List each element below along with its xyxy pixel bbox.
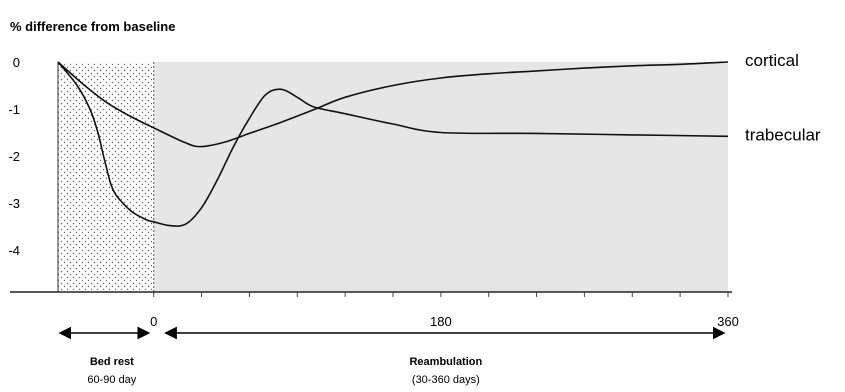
- x-tick-label: 360: [717, 314, 739, 329]
- series-labels: cortical trabecular: [745, 51, 821, 144]
- y-tick-label: 0: [13, 55, 20, 70]
- phase-area-reambulation: [153, 62, 728, 292]
- phase-areas: [58, 62, 728, 292]
- series-lines: [57, 61, 729, 227]
- phase-title-reambulation: Reambulation: [409, 356, 482, 368]
- x-tick-label: 180: [430, 314, 452, 329]
- y-axis-title: % difference from baseline: [10, 19, 175, 34]
- phase-range-bed-rest: 60-90 day: [87, 374, 136, 386]
- y-axis: 0 -1 -2 -3 -4: [8, 55, 59, 292]
- phase-arrows: Bed rest 60-90 day Reambulation (30-360 day…: [58, 326, 726, 386]
- x-axis: 0 180 360: [10, 291, 739, 329]
- y-tick-label: -4: [8, 243, 20, 258]
- y-tick-label: -2: [8, 149, 20, 164]
- series-line-cortical: [57, 61, 729, 148]
- y-tick-label: -1: [8, 102, 20, 117]
- series-line-trabecular: [57, 61, 729, 227]
- series-label-trabecular: trabecular: [745, 125, 821, 144]
- phase-title-bed-rest: Bed rest: [90, 356, 134, 368]
- x-tick-label: 0: [150, 314, 157, 329]
- phase-area-bed-rest: [58, 62, 154, 292]
- phase-range-reambulation: (30-360 days): [412, 374, 480, 386]
- y-tick-label: -3: [8, 196, 20, 211]
- series-label-cortical: cortical: [745, 51, 799, 70]
